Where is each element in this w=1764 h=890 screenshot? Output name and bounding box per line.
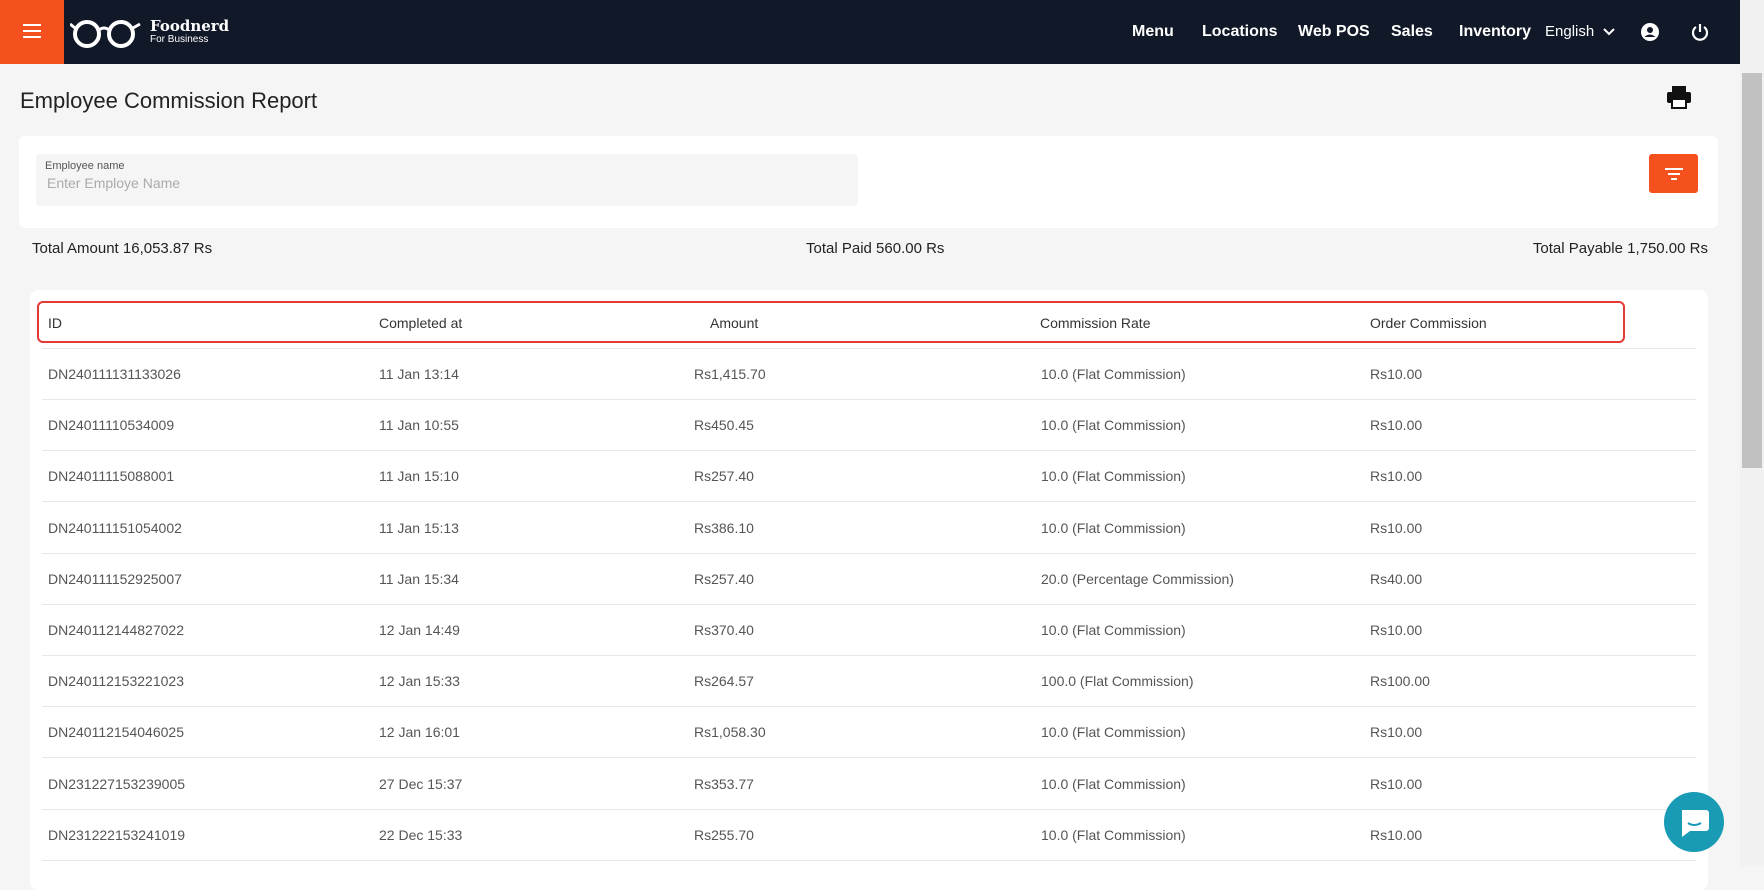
table-cell: 12 Jan 14:49 bbox=[379, 622, 460, 638]
table-cell: DN24011110534009 bbox=[48, 417, 175, 434]
column-header: Commission Rate bbox=[1040, 315, 1151, 331]
menu-button[interactable] bbox=[0, 0, 64, 64]
row-separator bbox=[42, 859, 1696, 861]
row-separator bbox=[42, 399, 1696, 400]
table-cell: Rs10.00 bbox=[1370, 622, 1423, 638]
power-icon[interactable] bbox=[1690, 22, 1710, 42]
nav-link[interactable]: Web POS bbox=[1298, 23, 1370, 40]
page: {"header":{"brand":"Foodnerd","brand_sub… bbox=[0, 0, 1762, 861]
table-cell: DN240112153221023 bbox=[48, 673, 184, 690]
table-cell: Rs386.10 bbox=[694, 519, 754, 536]
table-cell: Rs10.00 bbox=[1370, 775, 1423, 792]
total-payable: Total Payable 1,750.00 Rs bbox=[1532, 240, 1708, 257]
account-icon[interactable] bbox=[1640, 22, 1660, 42]
table-cell: Rs257.40 bbox=[694, 570, 754, 587]
table-cell: Rs10.00 bbox=[1370, 826, 1423, 843]
table-cell: Rs450.45 bbox=[694, 417, 754, 434]
table-card bbox=[30, 290, 1708, 890]
table-cell: Rs100.00 bbox=[1370, 673, 1430, 690]
table-cell: Rs10.00 bbox=[1370, 417, 1423, 434]
navbar bbox=[0, 0, 1740, 64]
table-cell: Rs10.00 bbox=[1370, 468, 1423, 485]
table-cell: Rs370.40 bbox=[694, 622, 754, 638]
employee-input[interactable] bbox=[36, 154, 858, 206]
table-cell: 10.0 (Flat Commission) bbox=[1041, 468, 1186, 485]
row-separator bbox=[42, 501, 1696, 503]
table-cell: Rs257.40 bbox=[694, 468, 754, 485]
table-cell: 10.0 (Flat Commission) bbox=[1041, 366, 1186, 382]
input-placeholder: Enter Employe Name bbox=[47, 175, 181, 191]
table-cell: 100.0 (Flat Commission) bbox=[1041, 673, 1194, 690]
nav-link[interactable]: Menu bbox=[1132, 23, 1174, 40]
column-header: ID bbox=[48, 315, 62, 331]
table-cell: DN240112154046025 bbox=[48, 724, 184, 741]
filter-icon bbox=[1665, 168, 1683, 180]
table-cell: Rs10.00 bbox=[1370, 519, 1423, 536]
total-amount: Total Amount 16,053.87 Rs bbox=[32, 240, 213, 257]
table-cell: DN24011115088001 bbox=[48, 468, 175, 485]
table-cell: 10.0 (Flat Commission) bbox=[1041, 519, 1186, 536]
row-separator bbox=[42, 552, 1696, 554]
table-cell: DN240111131133026 bbox=[48, 366, 181, 382]
print-icon[interactable] bbox=[1666, 84, 1692, 110]
table-cell: DN231227153239005 bbox=[48, 775, 186, 792]
nav-link[interactable]: Locations bbox=[1202, 23, 1278, 40]
row-separator bbox=[42, 757, 1696, 759]
table-cell: 22 Dec 15:33 bbox=[379, 826, 463, 843]
table-cell: DN240112144827022 bbox=[48, 622, 184, 638]
table-cell: Rs10.00 bbox=[1370, 366, 1423, 382]
row-separator bbox=[42, 655, 1696, 656]
table-cell: 11 Jan 15:13 bbox=[379, 519, 459, 536]
table-cell: Rs255.70 bbox=[694, 826, 754, 843]
table-cell: Rs10.00 bbox=[1370, 724, 1423, 741]
table-cell: Rs1,058.30 bbox=[694, 724, 766, 741]
column-header: Completed at bbox=[379, 315, 463, 331]
filter-button[interactable] bbox=[1649, 154, 1698, 193]
table-cell: Rs353.77 bbox=[694, 775, 754, 792]
row-separator bbox=[42, 450, 1696, 452]
body: Foodnerd For Business Menu Locations Web P… bbox=[0, 0, 1762, 861]
table-cell: Rs40.00 bbox=[1370, 570, 1423, 587]
table-cell: 20.0 (Percentage Commission) bbox=[1041, 570, 1234, 587]
table-cell: 11 Jan 15:10 bbox=[379, 468, 459, 485]
chat-button[interactable] bbox=[1664, 792, 1724, 852]
table-cell: 10.0 (Flat Commission) bbox=[1041, 724, 1186, 741]
brand: Foodnerd bbox=[150, 17, 230, 35]
row-separator bbox=[42, 603, 1696, 605]
table-cell: 27 Dec 15:37 bbox=[379, 775, 463, 792]
table-cell: 11 Jan 13:14 bbox=[379, 366, 459, 382]
nav-link[interactable]: Inventory bbox=[1459, 23, 1532, 40]
chat-icon bbox=[1682, 810, 1709, 837]
logo-icon bbox=[70, 20, 141, 48]
table-cell: 11 Jan 15:34 bbox=[379, 570, 459, 587]
page-title: Employee Commission Report bbox=[20, 88, 318, 113]
table-cell: 10.0 (Flat Commission) bbox=[1041, 826, 1186, 843]
table-cell: 12 Jan 15:33 bbox=[379, 673, 460, 690]
input-label: Employee name bbox=[45, 160, 125, 172]
chevron bbox=[1603, 28, 1615, 36]
row-separator bbox=[42, 808, 1696, 810]
table-cell: 12 Jan 16:01 bbox=[379, 724, 460, 741]
column-header: Order Commission bbox=[1370, 315, 1487, 331]
total-paid: Total Paid 560.00 Rs bbox=[806, 240, 945, 257]
table-cell: DN231222153241019 bbox=[48, 826, 186, 843]
brand-sub: For Business bbox=[150, 34, 209, 45]
language[interactable]: English bbox=[1545, 23, 1595, 40]
menu-icon bbox=[23, 24, 41, 38]
table-cell: 10.0 (Flat Commission) bbox=[1041, 417, 1186, 434]
scrollbar-thumb[interactable] bbox=[1742, 73, 1762, 468]
table-cell: DN240111152925007 bbox=[48, 570, 182, 587]
table-cell: 10.0 (Flat Commission) bbox=[1041, 775, 1186, 792]
table-cell: Rs1,415.70 bbox=[694, 366, 766, 382]
column-header: Amount bbox=[710, 315, 759, 331]
table-cell: 11 Jan 10:55 bbox=[379, 417, 459, 434]
row-separator bbox=[42, 706, 1696, 708]
table-cell: DN240111151054002 bbox=[48, 519, 182, 536]
header-highlight bbox=[37, 301, 1625, 343]
row-separator bbox=[42, 348, 1696, 349]
nav-link[interactable]: Sales bbox=[1391, 23, 1433, 40]
table-cell: 10.0 (Flat Commission) bbox=[1041, 622, 1186, 638]
table-cell: Rs264.57 bbox=[694, 673, 754, 690]
